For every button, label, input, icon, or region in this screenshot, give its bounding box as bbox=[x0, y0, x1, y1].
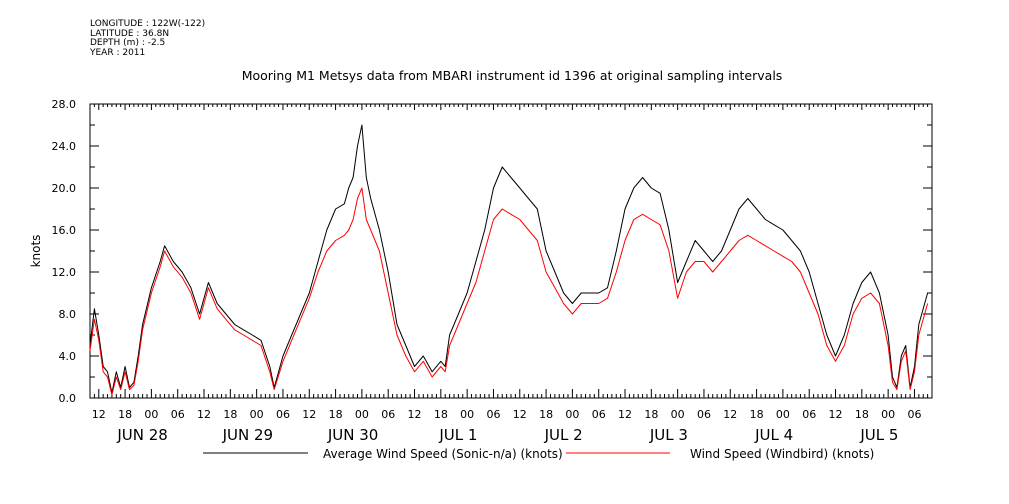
x-hour-tick-label: 00 bbox=[355, 408, 369, 421]
x-day-label: JUL 3 bbox=[649, 426, 688, 444]
x-hour-tick-label: 18 bbox=[434, 408, 448, 421]
x-hour-tick-label: 18 bbox=[855, 408, 869, 421]
y-tick-label: 8.0 bbox=[59, 308, 77, 321]
x-hour-tick-label: 00 bbox=[250, 408, 264, 421]
x-hour-tick-label: 12 bbox=[92, 408, 106, 421]
x-hour-tick-label: 18 bbox=[329, 408, 343, 421]
y-axis-label: knots bbox=[29, 235, 43, 268]
x-hour-tick-label: 12 bbox=[197, 408, 211, 421]
longitude-text: LONGITUDE : 122W(-122) bbox=[90, 19, 206, 29]
x-hour-tick-label: 06 bbox=[697, 408, 711, 421]
x-day-label: JUL 2 bbox=[544, 426, 583, 444]
plot-frame bbox=[89, 103, 933, 399]
x-day-label: JUL 1 bbox=[438, 426, 477, 444]
x-hour-tick-label: 12 bbox=[618, 408, 632, 421]
x-hour-tick-label: 18 bbox=[223, 408, 237, 421]
legend-label-average-wind-speed: Average Wind Speed (Sonic-n/a) (knots) bbox=[323, 447, 563, 461]
series-line-average-wind-speed bbox=[89, 124, 929, 394]
station-metadata: LONGITUDE : 122W(-122) LATITUDE : 36.8N … bbox=[90, 19, 206, 58]
x-hour-tick-label: 18 bbox=[750, 408, 764, 421]
x-hour-tick-label: 00 bbox=[144, 408, 158, 421]
x-day-label: JUN 30 bbox=[327, 426, 378, 444]
x-hour-tick-label: 00 bbox=[460, 408, 474, 421]
x-day-label: JUN 28 bbox=[116, 426, 167, 444]
x-hour-tick-label: 06 bbox=[592, 408, 606, 421]
y-tick-label: 28.0 bbox=[52, 98, 77, 111]
legend-label-windbird: Wind Speed (Windbird) (knots) bbox=[690, 447, 874, 461]
latitude-text: LATITUDE : 36.8N bbox=[90, 28, 170, 39]
y-tick-label: 16.0 bbox=[52, 224, 77, 237]
x-hour-tick-label: 00 bbox=[671, 408, 685, 421]
x-hour-tick-label: 06 bbox=[802, 408, 816, 421]
x-day-label: JUN 29 bbox=[222, 426, 273, 444]
y-tick-label: 20.0 bbox=[52, 182, 77, 195]
chart-title: Mooring M1 Metsys data from MBARI instru… bbox=[242, 68, 783, 83]
y-tick-label: 12.0 bbox=[52, 266, 77, 279]
y-tick-label: 4.0 bbox=[59, 350, 77, 363]
series-layer bbox=[89, 124, 929, 396]
x-hour-tick-label: 00 bbox=[881, 408, 895, 421]
x-hour-tick-label: 12 bbox=[408, 408, 422, 421]
x-hour-tick-label: 06 bbox=[486, 408, 500, 421]
x-hour-tick-label: 12 bbox=[829, 408, 843, 421]
x-hour-tick-label: 06 bbox=[171, 408, 185, 421]
year-text: YEAR : 2011 bbox=[90, 47, 146, 58]
x-hour-tick-label: 12 bbox=[723, 408, 737, 421]
y-tick-label: 0.0 bbox=[59, 392, 77, 405]
x-day-label: JUL 5 bbox=[859, 426, 898, 444]
y-axis: 0.0 4.0 8.0 12.0 16.0 20.0 24.0 28.0 bbox=[52, 98, 932, 405]
x-axis: 12 18 00 06 12 18 00 06 12 18 00 06 12 18 00 06 12 18 00 06… bbox=[89, 104, 933, 444]
x-hour-tick-label: 18 bbox=[118, 408, 132, 421]
y-tick-label: 24.0 bbox=[52, 140, 77, 153]
legend: Average Wind Speed (Sonic-n/a) (knots) W… bbox=[203, 447, 874, 461]
x-hour-tick-label: 06 bbox=[907, 408, 921, 421]
x-hour-tick-label: 18 bbox=[644, 408, 658, 421]
x-hour-tick-label: 18 bbox=[539, 408, 553, 421]
x-hour-tick-label: 12 bbox=[513, 408, 527, 421]
x-hour-tick-label: 00 bbox=[565, 408, 579, 421]
x-hour-tick-label: 00 bbox=[776, 408, 790, 421]
series-line-windbird bbox=[89, 187, 929, 396]
x-day-label: JUL 4 bbox=[754, 426, 793, 444]
x-hour-tick-label: 12 bbox=[302, 408, 316, 421]
x-hour-tick-label: 06 bbox=[276, 408, 290, 421]
depth-text: DEPTH (m) : -2.5 bbox=[90, 38, 166, 48]
x-hour-tick-label: 06 bbox=[381, 408, 395, 421]
